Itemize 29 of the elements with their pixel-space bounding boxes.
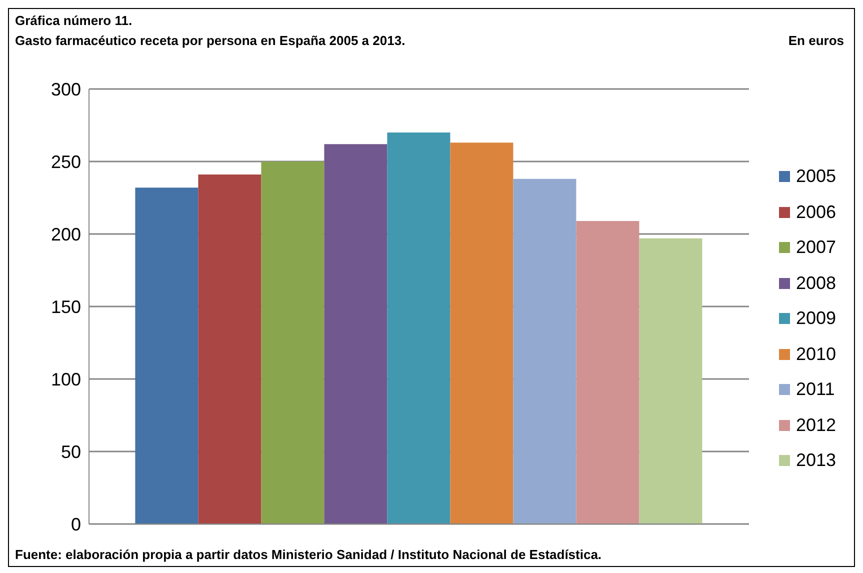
bar — [513, 178, 576, 524]
bar — [387, 132, 450, 524]
y-tick-label: 250 — [50, 152, 81, 172]
y-tick-label: 150 — [50, 296, 81, 317]
bar — [261, 162, 324, 524]
legend-label: 2008 — [796, 272, 836, 294]
y-tick-label: 0 — [70, 514, 81, 534]
bar — [576, 220, 640, 524]
legend-label: 2013 — [796, 450, 836, 472]
chart-subtitle: Gasto farmacéutico receta por persona en España 2005 a 2013. — [15, 33, 406, 48]
legend-label: 2011 — [796, 379, 835, 400]
legend-label: 2009 — [796, 308, 836, 330]
bar — [450, 142, 514, 524]
legend-label: 2007 — [796, 237, 836, 258]
bar — [135, 188, 198, 524]
source-note: Fuente: elaboración propia a partir datos Ministerio Sanidad / Instituto Nacional de Estadística. — [15, 547, 602, 562]
y-tick-label: 100 — [50, 369, 81, 390]
y-tick-label: 200 — [50, 224, 81, 244]
text: En euros — [788, 33, 844, 48]
legend-label: 2012 — [796, 414, 836, 436]
legend-label: 2006 — [796, 202, 836, 223]
legend-label: 2005 — [796, 166, 836, 188]
chart-title: Gráfica número 11. — [15, 13, 132, 28]
bar — [639, 238, 702, 524]
y-tick-label: 300 — [50, 79, 81, 100]
legend-label: 2010 — [796, 344, 836, 365]
bar — [198, 174, 262, 524]
bar — [324, 144, 388, 524]
y-tick-label: 50 — [60, 442, 81, 462]
